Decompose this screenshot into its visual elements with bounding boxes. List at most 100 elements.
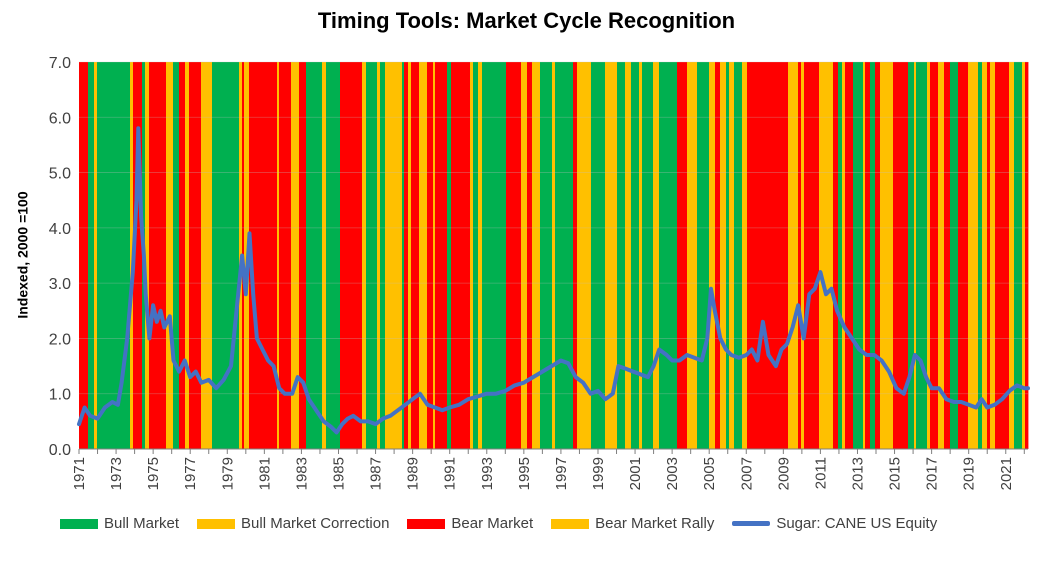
regime-band-45 [260,62,267,449]
regime-band-23 [164,62,167,449]
regime-band-173 [768,62,771,449]
regime-band-90 [441,62,448,449]
regime-band-229 [987,62,991,449]
regime-band-190 [833,62,836,449]
regime-band-95 [464,62,471,449]
regime-band-12 [128,62,131,449]
regime-band-238 [1025,62,1029,449]
regime-band-202 [875,62,881,449]
regime-band-79 [402,62,405,449]
regime-band-130 [602,62,606,449]
regime-band-70 [356,62,363,449]
legend-label-series: Sugar: CANE US Equity [776,515,938,532]
regime-band-116 [546,62,553,449]
regime-band-125 [582,62,587,449]
regime-band-117 [552,62,556,449]
regime-band-78 [397,62,403,449]
regime-band-115 [540,62,547,449]
regime-band-84 [419,62,425,449]
regime-band-220 [950,62,953,449]
regime-band-191 [835,62,839,449]
regime-band-57 [303,62,307,449]
x-tick-label-24: 2019 [961,457,978,490]
regime-band-111 [527,62,531,449]
regime-band-114 [536,62,541,449]
regime-band-146 [661,62,665,449]
regime-band-196 [853,62,859,449]
regime-band-124 [577,62,583,449]
regime-band-144 [657,62,660,449]
chart-legend: Bull Market Bull Market Correction Bear Ma… [60,515,1020,532]
regime-band-96 [470,62,474,449]
regime-band-164 [734,62,741,449]
regime-band-93 [454,62,460,449]
regime-band-83 [416,62,420,449]
regime-band-201 [872,62,876,449]
regime-band-68 [347,62,354,449]
regime-band-36 [218,62,225,449]
x-tick-label-11: 1993 [479,457,496,490]
regime-band-193 [842,62,846,449]
regime-band-179 [788,62,794,449]
regime-band-53 [291,62,294,449]
legend-label-bear: Bear Market [451,515,534,532]
legend-swatch-bear [407,518,446,529]
regime-band-135 [619,62,626,449]
regime-band-159 [715,62,721,449]
regime-band-218 [938,62,945,449]
regime-band-106 [506,62,509,449]
regime-band-133 [614,62,618,449]
regime-band-160 [720,62,727,449]
x-tick-label-15: 2001 [627,457,644,490]
regime-band-65 [337,62,341,449]
regime-band-82 [411,62,417,449]
regime-band-151 [677,62,682,449]
regime-band-136 [625,62,632,449]
regime-band-101 [484,62,488,449]
regime-band-15 [138,62,141,449]
legend-label-bull: Bull Market [104,515,180,532]
regime-band-126 [586,62,592,449]
regime-band-186 [817,62,820,449]
regime-band-216 [930,62,933,449]
x-tick-label-18: 2007 [738,457,755,490]
regime-band-188 [824,62,830,449]
regime-band-153 [687,62,690,449]
regime-band-62 [326,62,330,449]
regime-band-167 [747,62,750,449]
regime-band-139 [639,62,643,449]
legend-item-bull: Bull Market [60,515,179,532]
regime-band-18 [145,62,150,449]
regime-band-58 [306,62,312,449]
regime-band-37 [224,62,231,449]
regime-band-234 [1009,62,1015,449]
regime-band-16 [140,62,143,449]
regime-band-61 [322,62,327,449]
regime-band-39 [234,62,240,449]
x-tick-label-12: 1995 [516,457,533,490]
regime-band-50 [281,62,286,449]
regime-band-81 [408,62,412,449]
regime-band-232 [1001,62,1005,449]
y-tick-label-5: 5.0 [49,166,71,183]
regime-band-176 [776,62,780,449]
regime-band-54 [293,62,300,449]
x-tick-label-0: 1971 [71,457,88,490]
regime-band-171 [759,62,766,449]
regime-band-203 [880,62,884,449]
regime-band-207 [897,62,902,449]
regime-band-187 [819,62,825,449]
x-tick-label-17: 2005 [701,457,718,490]
regime-band-128 [595,62,599,449]
legend-item-bull_correction: Bull Market Correction [197,515,389,532]
regime-band-205 [888,62,894,449]
regime-band-129 [598,62,603,449]
legend-swatch-series [732,521,771,526]
regime-band-0 [79,62,86,449]
y-tick-label-6: 6.0 [49,110,71,127]
regime-band-103 [491,62,498,449]
regime-band-235 [1014,62,1021,449]
regime-band-169 [752,62,756,449]
regime-band-6 [103,62,106,449]
